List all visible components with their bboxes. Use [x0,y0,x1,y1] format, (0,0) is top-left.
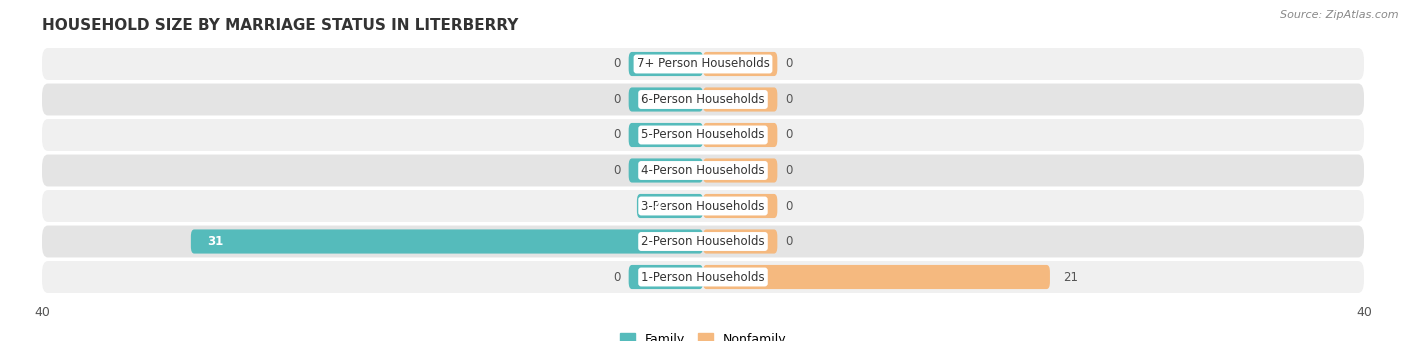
Text: 3-Person Households: 3-Person Households [641,199,765,212]
FancyBboxPatch shape [628,265,703,289]
Text: 0: 0 [786,58,793,71]
Text: 0: 0 [786,93,793,106]
FancyBboxPatch shape [628,87,703,112]
Legend: Family, Nonfamily: Family, Nonfamily [614,328,792,341]
FancyBboxPatch shape [628,123,703,147]
FancyBboxPatch shape [191,229,703,254]
FancyBboxPatch shape [703,159,778,182]
Text: 0: 0 [613,270,620,283]
FancyBboxPatch shape [42,48,1364,80]
FancyBboxPatch shape [42,119,1364,151]
FancyBboxPatch shape [703,87,778,112]
Text: 0: 0 [613,164,620,177]
Text: 2-Person Households: 2-Person Households [641,235,765,248]
Text: 0: 0 [613,58,620,71]
Text: 21: 21 [1063,270,1078,283]
FancyBboxPatch shape [628,52,703,76]
Text: 4-Person Households: 4-Person Households [641,164,765,177]
FancyBboxPatch shape [637,194,703,218]
Text: 31: 31 [207,235,224,248]
Text: 1-Person Households: 1-Person Households [641,270,765,283]
FancyBboxPatch shape [628,159,703,182]
FancyBboxPatch shape [703,229,778,254]
Text: 0: 0 [786,129,793,142]
Text: 0: 0 [613,129,620,142]
FancyBboxPatch shape [42,84,1364,116]
Text: 0: 0 [613,93,620,106]
Text: 0: 0 [786,199,793,212]
Text: HOUSEHOLD SIZE BY MARRIAGE STATUS IN LITERBERRY: HOUSEHOLD SIZE BY MARRIAGE STATUS IN LIT… [42,18,519,33]
Text: 7+ Person Households: 7+ Person Households [637,58,769,71]
FancyBboxPatch shape [42,190,1364,222]
Text: 6-Person Households: 6-Person Households [641,93,765,106]
FancyBboxPatch shape [703,194,778,218]
Text: Source: ZipAtlas.com: Source: ZipAtlas.com [1281,10,1399,20]
FancyBboxPatch shape [42,225,1364,257]
FancyBboxPatch shape [42,154,1364,187]
FancyBboxPatch shape [703,52,778,76]
Text: 5-Person Households: 5-Person Households [641,129,765,142]
FancyBboxPatch shape [703,265,1050,289]
Text: 0: 0 [786,235,793,248]
Text: 0: 0 [786,164,793,177]
Text: 4: 4 [654,199,662,212]
FancyBboxPatch shape [42,261,1364,293]
FancyBboxPatch shape [703,123,778,147]
